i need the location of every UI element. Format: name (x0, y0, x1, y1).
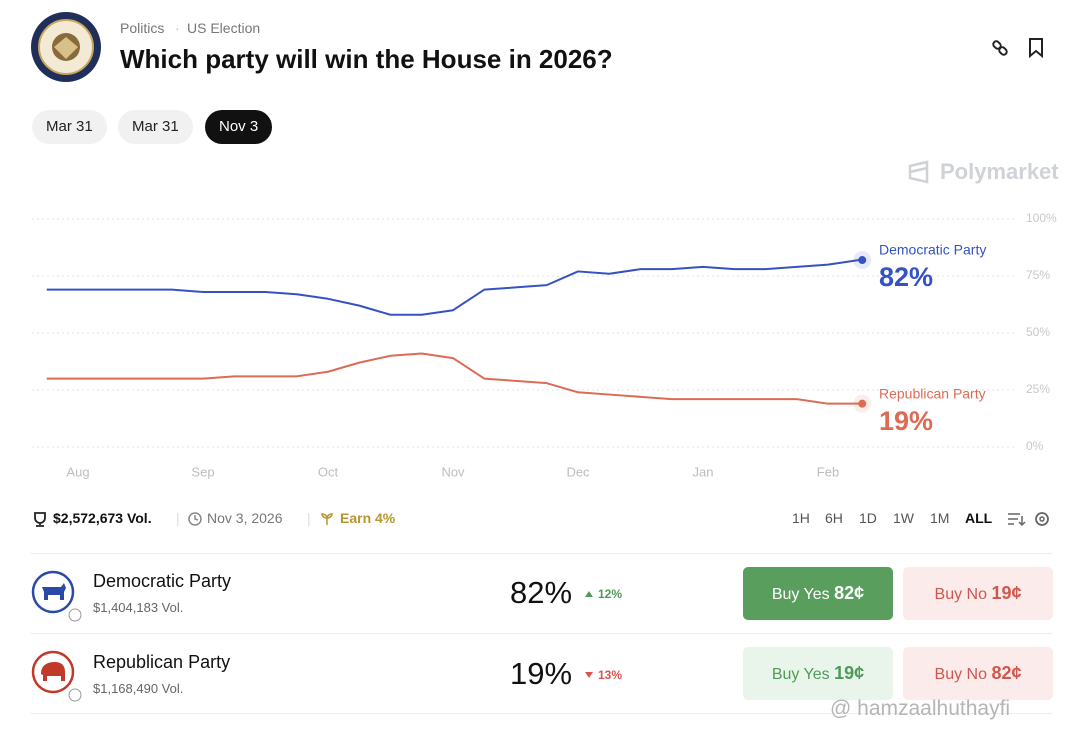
buy-yes-button[interactable]: Buy Yes 19¢ (743, 647, 893, 700)
button-price: 19¢ (834, 663, 865, 683)
page-title: Which party will win the House in 2026? (120, 44, 613, 74)
range-button[interactable]: 1H (792, 510, 810, 526)
outcome-change: 12% (585, 587, 622, 601)
change-value: 12% (598, 587, 623, 601)
outcome-name[interactable]: Democratic Party (93, 571, 232, 591)
range-button[interactable]: 6H (825, 510, 843, 526)
range-button[interactable]: 1W (893, 510, 914, 526)
x-tick-label: Aug (66, 464, 89, 479)
range-button[interactable]: 1M (930, 510, 950, 526)
breadcrumb[interactable]: Politics (120, 20, 165, 36)
button-price: 19¢ (991, 583, 1022, 603)
series-name: Republican Party (879, 385, 986, 401)
buy-no-button[interactable]: Buy No 82¢ (903, 647, 1053, 700)
brand-icon (908, 160, 929, 184)
y-tick-label: 100% (1026, 211, 1057, 225)
outcome-chance: 82% (510, 575, 573, 610)
change-arrow (585, 591, 593, 597)
x-tick-label: Feb (817, 464, 839, 479)
y-tick-label: 75% (1026, 268, 1050, 282)
button-label: Buy Yes (771, 586, 830, 603)
date-tab[interactable]: Mar 31 (118, 110, 193, 144)
x-tick-label: Jan (693, 464, 714, 479)
buy-no-button[interactable]: Buy No 19¢ (903, 567, 1053, 620)
button-price: 82¢ (834, 583, 865, 603)
date-tab[interactable]: Mar 31 (32, 110, 107, 144)
outcome-volume: $1,404,183 Vol. (93, 600, 184, 615)
button-label: Buy No (934, 586, 987, 603)
earn-icon (321, 513, 333, 525)
x-tick-label: Nov (441, 464, 465, 479)
series-end-label: 19% (879, 406, 933, 436)
end-point (858, 399, 867, 408)
brand: Polymarket (940, 159, 1059, 184)
breadcrumb[interactable]: US Election (187, 20, 261, 36)
series-line (46, 259, 860, 316)
buy-yes-button[interactable]: Buy Yes 82¢ (743, 567, 893, 620)
earn-rate[interactable]: Earn 4% (340, 510, 396, 526)
button-label: Buy Yes (771, 666, 830, 683)
party-icon (31, 650, 82, 702)
outcome-volume: $1,168,490 Vol. (93, 681, 184, 696)
watermark: @ hamzaalhuthayfi (830, 697, 1011, 720)
house-seal (31, 12, 101, 82)
button-price: 82¢ (991, 663, 1022, 683)
series-end-label: 82% (879, 262, 933, 292)
chart-settings[interactable] (1006, 509, 1052, 529)
outcome-name[interactable]: Republican Party (93, 652, 231, 672)
x-tick-label: Oct (318, 464, 339, 479)
end-date: Nov 3, 2026 (207, 510, 283, 526)
outcome-chance: 19% (510, 656, 573, 691)
clock-icon (188, 512, 202, 526)
range-button[interactable]: 1D (859, 510, 877, 526)
action-icons[interactable] (990, 36, 1050, 60)
y-tick-label: 50% (1026, 325, 1050, 339)
button-label: Buy No (934, 666, 987, 683)
y-tick-label: 25% (1026, 382, 1050, 396)
total-volume: $2,572,673 Vol. (53, 510, 152, 526)
series-line (46, 352, 860, 405)
series-name: Democratic Party (879, 242, 986, 258)
date-tab[interactable]: Nov 3 (205, 110, 273, 144)
x-tick-label: Dec (566, 464, 590, 479)
y-tick-label: 0% (1026, 439, 1044, 453)
price-chart: 0% 25% 50% 75% 100% Aug Sep Oct Nov Dec Jan Feb Demo… (32, 211, 1057, 479)
change-arrow (585, 672, 593, 678)
outcome-change: 13% (585, 668, 622, 682)
x-tick-label: Sep (191, 464, 214, 479)
party-icon (31, 570, 82, 622)
range-button[interactable]: ALL (965, 510, 993, 526)
change-value: 13% (598, 668, 623, 682)
end-point (858, 256, 867, 265)
trophy-icon (34, 512, 46, 527)
